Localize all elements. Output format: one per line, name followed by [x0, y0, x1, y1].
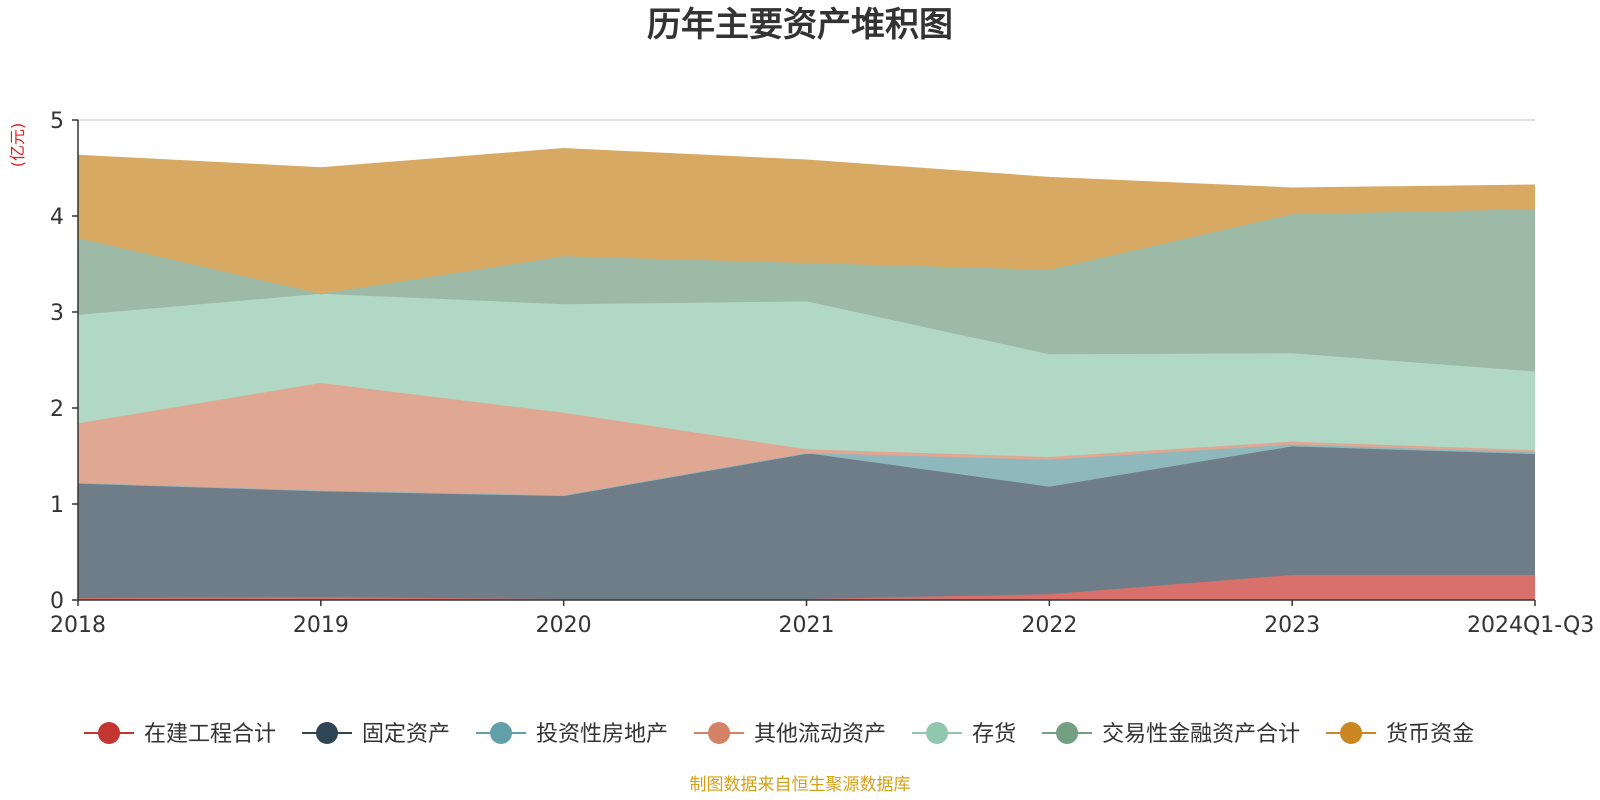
- legend-label: 投资性房地产: [536, 722, 668, 747]
- legend-label: 货币资金: [1386, 722, 1474, 747]
- x-tick-label: 2023: [1264, 613, 1320, 638]
- y-tick-label: 4: [50, 205, 64, 230]
- area-series-1: [78, 446, 1535, 599]
- legend-item-2[interactable]: 投资性房地产: [476, 722, 668, 747]
- legend[interactable]: 在建工程合计 固定资产 投资性房地产 其他流动资产 存货 交易性金融资产合计 货币资金: [84, 722, 1474, 747]
- legend-item-5[interactable]: 交易性金融资产合计: [1042, 722, 1300, 747]
- legend-marker: [926, 722, 949, 744]
- x-tick-label: 2024Q1-Q3: [1467, 613, 1594, 638]
- x-tick-label: 2021: [779, 613, 835, 638]
- source-note: 制图数据来自恒生聚源数据库: [690, 775, 911, 795]
- area-series-3: [78, 383, 1535, 496]
- legend-marker: [1056, 722, 1079, 744]
- legend-marker: [490, 722, 513, 744]
- area-series-2: [78, 444, 1535, 496]
- legend-item-0[interactable]: 在建工程合计: [84, 722, 276, 747]
- y-tick-label: 5: [50, 109, 64, 134]
- chart-title: 历年主要资产堆积图: [647, 5, 953, 45]
- legend-marker: [708, 722, 731, 744]
- legend-marker: [316, 722, 339, 744]
- legend-item-6[interactable]: 货币资金: [1326, 722, 1474, 747]
- legend-label: 固定资产: [362, 722, 450, 747]
- x-tick-label: 2019: [293, 613, 349, 638]
- area-series-5: [78, 209, 1535, 372]
- x-tick-label: 2022: [1021, 613, 1077, 638]
- stacked-areas: [77, 148, 1536, 600]
- legend-item-1[interactable]: 固定资产: [302, 722, 450, 747]
- y-tick-label: 1: [50, 493, 64, 518]
- legend-item-3[interactable]: 其他流动资产: [694, 722, 886, 747]
- legend-label: 在建工程合计: [144, 722, 276, 747]
- x-tick-label: 2018: [50, 613, 106, 638]
- x-tick-label: 2020: [536, 613, 592, 638]
- legend-label: 交易性金融资产合计: [1102, 722, 1300, 747]
- area-series-4: [78, 293, 1535, 457]
- y-axis-unit-label: (亿元): [8, 123, 27, 168]
- area-series-0: [78, 575, 1535, 600]
- area-series-line-6: [77, 148, 1536, 189]
- legend-marker: [98, 722, 120, 744]
- y-tick-label: 2: [50, 397, 64, 422]
- legend-item-4[interactable]: 存货: [912, 722, 1016, 747]
- y-tick-label: 3: [50, 301, 64, 326]
- area-series-6: [78, 148, 1535, 294]
- legend-marker: [1340, 722, 1363, 744]
- y-tick-label: 0: [50, 589, 64, 614]
- axes: 0 1 2 3 4 5 2018 2019 2020 2021 2022 2023 2024Q1-Q3: [50, 109, 1594, 638]
- legend-label: 其他流动资产: [754, 722, 886, 747]
- legend-label: 存货: [972, 722, 1016, 747]
